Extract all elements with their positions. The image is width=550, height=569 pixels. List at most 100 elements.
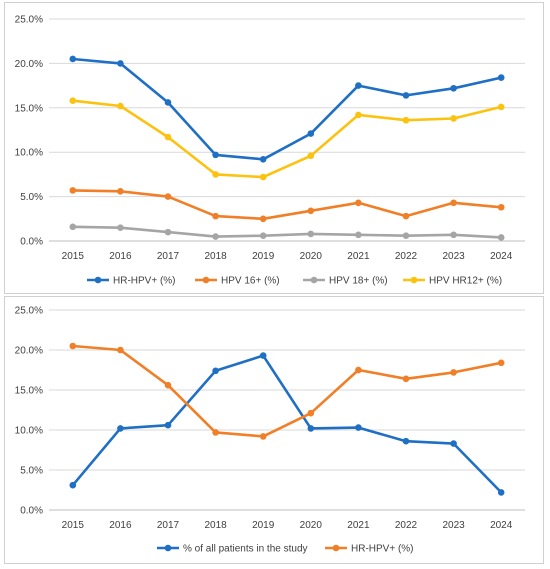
legend-label: HPV 18+ (%) xyxy=(329,276,388,287)
x-tick-label: 2024 xyxy=(490,251,513,262)
hpv-types-line-chart: 0.0% 5.0% 10.0% 15.0% 20.0% 25.0% 2015 2016 2017… xyxy=(15,15,525,287)
data-point-of-all-patients-in-the-study xyxy=(450,440,457,447)
y-tick-label: 25.0% xyxy=(15,15,43,26)
chart-panel-patients-vs-hrhpv: 0.0% 5.0% 10.0% 15.0% 20.0% 25.0% 2015 2016 2017… xyxy=(4,296,544,564)
data-point-hpv-16 xyxy=(164,193,172,200)
data-point-hr-hpv xyxy=(164,381,172,389)
x-tick-label: 2018 xyxy=(204,251,227,262)
data-point-of-all-patients-in-the-study xyxy=(69,481,77,489)
x-tick-label: 2022 xyxy=(395,251,418,262)
x-tick-label: 2016 xyxy=(109,520,132,531)
x-tick-label: 2019 xyxy=(252,520,275,531)
data-point-hpv-18 xyxy=(307,230,315,238)
legend-swatch-marker xyxy=(94,276,102,284)
data-point-hpv-hr12 xyxy=(164,133,172,141)
x-tick-label: 2018 xyxy=(204,520,227,531)
series-line-of-all-patients-in-the-study xyxy=(71,354,503,494)
data-point-hpv-hr12 xyxy=(69,97,77,104)
data-point-hpv-hr12 xyxy=(212,171,219,178)
x-tick-label: 2015 xyxy=(62,251,85,262)
legend-label: HR-HPV+ (%) xyxy=(351,544,414,555)
data-point-hpv-hr12 xyxy=(402,116,410,124)
data-point-hpv-18 xyxy=(212,233,219,240)
series-line-hr-hpv xyxy=(71,344,503,438)
data-point-hpv-hr12 xyxy=(259,173,267,181)
legend-swatch-marker xyxy=(310,276,318,284)
y-tick-label: 20.0% xyxy=(15,59,43,70)
legend-swatch-marker xyxy=(202,276,210,284)
x-tick-label: 2020 xyxy=(300,251,323,262)
data-point-hpv-16 xyxy=(402,212,410,220)
series-line-hr-hpv xyxy=(71,57,503,161)
y-tick-label: 20.0% xyxy=(15,346,43,357)
data-point-hpv-16 xyxy=(450,199,457,207)
data-point-hpv-18 xyxy=(497,234,505,241)
data-point-hpv-hr12 xyxy=(355,111,362,119)
x-tick-label: 2019 xyxy=(252,251,275,262)
data-point-hr-hpv xyxy=(355,82,362,89)
data-point-hpv-18 xyxy=(402,232,410,239)
y-tick-label: 5.0% xyxy=(20,466,43,477)
y-tick-label: 15.0% xyxy=(15,386,43,397)
y-tick-label: 0.0% xyxy=(20,237,43,248)
legend-swatch-marker xyxy=(410,276,418,284)
data-point-of-all-patients-in-the-study xyxy=(259,352,267,359)
data-point-hr-hpv xyxy=(69,55,77,63)
data-point-hr-hpv xyxy=(450,369,457,376)
data-point-hr-hpv xyxy=(259,433,267,440)
data-point-hpv-hr12 xyxy=(117,102,124,110)
data-point-hr-hpv xyxy=(402,92,410,99)
data-point-hr-hpv xyxy=(117,60,124,67)
data-point-hpv-hr12 xyxy=(497,103,505,111)
data-point-hr-hpv xyxy=(402,375,410,383)
data-point-hr-hpv xyxy=(212,429,219,436)
data-point-hr-hpv xyxy=(117,346,124,354)
data-point-hpv-16 xyxy=(69,187,77,194)
data-point-hr-hpv xyxy=(212,151,219,159)
series-line-hpv-18 xyxy=(71,225,503,239)
data-point-hr-hpv xyxy=(307,409,315,417)
y-tick-label: 10.0% xyxy=(15,426,43,437)
series-line-hpv-16 xyxy=(71,189,503,221)
legend-label: HR-HPV+ (%) xyxy=(113,276,176,287)
data-point-hpv-18 xyxy=(355,231,362,239)
legend-label: % of all patients in the study xyxy=(183,544,308,555)
y-tick-label: 5.0% xyxy=(20,192,43,203)
legend-label: HPV 16+ (%) xyxy=(221,276,280,287)
y-tick-label: 0.0% xyxy=(20,506,43,517)
data-point-of-all-patients-in-the-study xyxy=(402,437,410,445)
data-point-of-all-patients-in-the-study xyxy=(355,424,362,431)
data-point-hr-hpv xyxy=(497,359,505,367)
data-point-hpv-18 xyxy=(164,228,172,236)
x-tick-label: 2021 xyxy=(347,520,370,531)
x-tick-label: 2023 xyxy=(442,520,465,531)
data-point-hpv-18 xyxy=(69,223,77,231)
x-tick-label: 2021 xyxy=(347,251,370,262)
data-point-hr-hpv xyxy=(307,130,315,137)
data-point-hr-hpv xyxy=(497,74,505,81)
data-point-hpv-hr12 xyxy=(307,152,315,160)
data-point-hr-hpv xyxy=(69,342,77,350)
data-point-of-all-patients-in-the-study xyxy=(164,421,172,429)
data-point-hr-hpv xyxy=(355,366,362,374)
y-tick-label: 10.0% xyxy=(15,148,43,159)
data-point-hpv-16 xyxy=(497,203,505,211)
x-tick-label: 2020 xyxy=(300,520,323,531)
data-point-hpv-18 xyxy=(259,232,267,239)
data-point-hpv-16 xyxy=(307,207,315,215)
data-point-hpv-16 xyxy=(355,199,362,207)
data-point-of-all-patients-in-the-study xyxy=(497,489,505,496)
data-point-hpv-16 xyxy=(259,215,267,223)
data-point-hr-hpv xyxy=(164,99,172,106)
legend-swatch-marker xyxy=(332,544,340,552)
data-point-hpv-18 xyxy=(450,231,457,239)
x-tick-label: 2024 xyxy=(490,520,513,531)
data-point-of-all-patients-in-the-study xyxy=(307,425,315,432)
data-point-hpv-16 xyxy=(117,187,124,195)
x-tick-label: 2015 xyxy=(62,520,85,531)
legend-swatch-marker xyxy=(164,544,172,552)
data-point-hpv-16 xyxy=(212,212,219,220)
x-tick-label: 2023 xyxy=(442,251,465,262)
patients-vs-hrhpv-line-chart: 0.0% 5.0% 10.0% 15.0% 20.0% 25.0% 2015 2016 2017… xyxy=(15,306,525,555)
y-tick-label: 15.0% xyxy=(15,103,43,114)
